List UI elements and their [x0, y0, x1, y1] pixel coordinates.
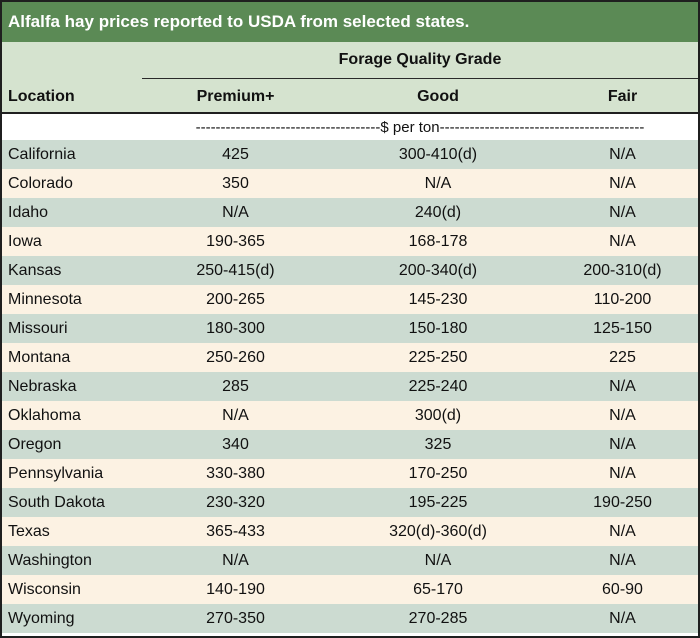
cell-premium: 330-380 — [206, 465, 265, 482]
table-row: Texas 365-433 320(d)-360(d) N/A — [2, 517, 698, 546]
column-header-location: Location — [8, 88, 75, 105]
cell-premium: 365-433 — [206, 523, 265, 540]
cell-location: Montana — [8, 349, 71, 366]
table-row: Nebraska 285 225-240 N/A — [2, 372, 698, 401]
cell-good: 225-250 — [408, 349, 468, 366]
cell-fair: N/A — [609, 233, 636, 250]
cell-location: Iowa — [8, 233, 42, 250]
table-row: Wyoming 270-350 270-285 N/A — [2, 604, 698, 633]
cell-fair: N/A — [609, 175, 636, 192]
cell-good: N/A — [424, 552, 452, 569]
cell-good: 150-180 — [408, 320, 468, 337]
cell-fair: N/A — [609, 204, 636, 221]
cell-premium: 340 — [222, 436, 249, 453]
cell-fair: 200-310(d) — [583, 262, 662, 279]
group-header-rule — [142, 78, 698, 79]
cell-location: Washington — [8, 552, 92, 569]
cell-good: 320(d)-360(d) — [389, 523, 487, 540]
cell-location: Idaho — [8, 204, 49, 221]
cell-premium: 190-365 — [206, 233, 265, 250]
cell-premium: N/A — [222, 407, 249, 424]
cell-location: Pennsylvania — [8, 465, 104, 482]
cell-good: N/A — [424, 175, 452, 192]
cell-location: Wyoming — [8, 610, 75, 627]
cell-good: 168-178 — [408, 233, 468, 250]
cell-good: 240(d) — [414, 204, 462, 221]
cell-fair: N/A — [609, 378, 636, 395]
cell-good: 325 — [424, 436, 452, 453]
column-header-fair: Fair — [607, 88, 638, 105]
cell-premium: 180-300 — [206, 320, 265, 337]
cell-fair: 125-150 — [593, 320, 652, 337]
units-label: -------------------------------------$ p… — [195, 118, 645, 136]
cell-location: Kansas — [8, 262, 62, 279]
table-row: Iowa 190-365 168-178 N/A — [2, 227, 698, 256]
cell-location: Oklahoma — [8, 407, 81, 424]
cell-good: 195-225 — [408, 494, 468, 511]
cell-good: 300-410(d) — [398, 146, 478, 163]
cell-fair: N/A — [609, 436, 636, 453]
table-row: Idaho N/A 240(d) N/A — [2, 198, 698, 227]
group-header-forage-quality-grade: Forage Quality Grade — [338, 51, 502, 68]
cell-location: Oregon — [8, 436, 62, 453]
cell-premium: 250-260 — [206, 349, 265, 366]
column-header-good: Good — [417, 88, 459, 105]
cell-fair: N/A — [609, 146, 636, 163]
cell-premium: 250-415(d) — [196, 262, 275, 279]
cell-premium: 230-320 — [206, 494, 265, 511]
table-row: Missouri 180-300 150-180 125-150 — [2, 314, 698, 343]
table-row: Pennsylvania 330-380 170-250 N/A — [2, 459, 698, 488]
cell-fair: 60-90 — [602, 581, 643, 598]
table-row: Minnesota 200-265 145-230 110-200 — [2, 285, 698, 314]
cell-fair: N/A — [609, 552, 636, 569]
table-body: California 425 300-410(d) N/A Colorado 350 N/A… — [2, 140, 698, 633]
cell-fair: N/A — [609, 407, 636, 424]
cell-location: Colorado — [8, 175, 73, 192]
cell-fair: 190-250 — [593, 494, 652, 511]
cell-fair: N/A — [609, 610, 636, 627]
cell-location: Texas — [8, 523, 50, 540]
cell-fair: 110-200 — [593, 291, 652, 308]
cell-good: 170-250 — [408, 465, 468, 482]
table-row: Washington N/A N/A N/A — [2, 546, 698, 575]
cell-good: 65-170 — [413, 581, 463, 598]
cell-good: 270-285 — [408, 610, 468, 627]
table-row: Colorado 350 N/A N/A — [2, 169, 698, 198]
cell-fair: N/A — [609, 465, 636, 482]
cell-good: 145-230 — [408, 291, 468, 308]
cell-premium: 200-265 — [206, 291, 265, 308]
cell-premium: 425 — [222, 146, 249, 163]
cell-premium: 285 — [222, 378, 249, 395]
table-row: Wisconsin 140-190 65-170 60-90 — [2, 575, 698, 604]
table-row: Montana 250-260 225-250 225 — [2, 343, 698, 372]
cell-fair: 225 — [609, 349, 636, 366]
cell-premium: 140-190 — [206, 581, 265, 598]
cell-location: Wisconsin — [8, 581, 81, 598]
table-title: Alfalfa hay prices reported to USDA from… — [2, 2, 698, 42]
cell-good: 300(d) — [414, 407, 462, 424]
table-row: Oklahoma N/A 300(d) N/A — [2, 401, 698, 430]
table-header: Forage Quality Grade Location Premium+ G… — [2, 42, 698, 114]
cell-premium: N/A — [222, 204, 249, 221]
table-row: South Dakota 230-320 195-225 190-250 — [2, 488, 698, 517]
units-row: -------------------------------------$ p… — [2, 114, 698, 140]
cell-premium: 270-350 — [206, 610, 265, 627]
cell-good: 225-240 — [408, 378, 468, 395]
cell-location: California — [8, 146, 76, 163]
cell-fair: N/A — [609, 523, 636, 540]
cell-location: Nebraska — [8, 378, 77, 395]
column-header-premium: Premium+ — [196, 88, 275, 105]
cell-premium: 350 — [222, 175, 249, 192]
cell-location: Missouri — [8, 320, 68, 337]
cell-location: South Dakota — [8, 494, 105, 511]
cell-location: Minnesota — [8, 291, 82, 308]
table-row: California 425 300-410(d) N/A — [2, 140, 698, 169]
table-row: Kansas 250-415(d) 200-340(d) 200-310(d) — [2, 256, 698, 285]
cell-good: 200-340(d) — [398, 262, 478, 279]
cell-premium: N/A — [222, 552, 249, 569]
table-row: Oregon 340 325 N/A — [2, 430, 698, 459]
